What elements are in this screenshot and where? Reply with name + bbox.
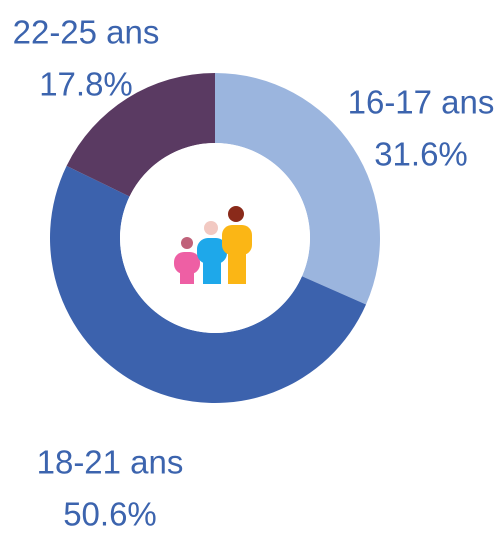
donut-slice: [50, 165, 367, 403]
slice-value-label: 50.6%: [63, 496, 157, 533]
slice-value-label: 17.8%: [39, 66, 133, 103]
slice-value-label: 31.6%: [374, 136, 468, 173]
slice-category-label: 16-17 ans: [348, 84, 495, 121]
center-icon: [120, 143, 310, 333]
slice-category-label: 22-25 ans: [13, 14, 160, 51]
donut-slice: [215, 73, 381, 305]
donut-slice: [66, 73, 215, 197]
slice-category-label: 18-21 ans: [37, 444, 184, 481]
